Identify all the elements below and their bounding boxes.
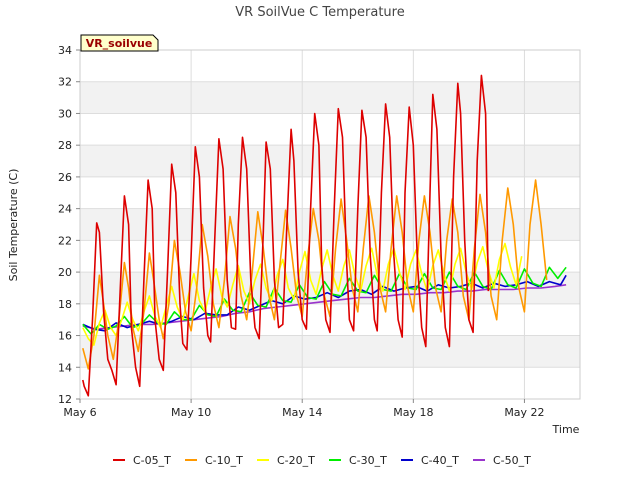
- plot-band: [80, 145, 580, 177]
- y-tick-label: 30: [58, 107, 72, 120]
- legend-label-c-30-t: C-30_T: [349, 454, 387, 467]
- legend-label-c-20-t: C-20_T: [277, 454, 315, 467]
- legend-label-c-40-t: C-40_T: [421, 454, 459, 467]
- series-line-c-30-t: [82, 266, 567, 335]
- x-tick-label: May 18: [393, 406, 433, 419]
- x-tick-label: May 22: [504, 406, 544, 419]
- chart-title: VR SoilVue C Temperature: [235, 5, 404, 20]
- x-tick-label: May 14: [282, 406, 322, 419]
- plot-area: [79, 49, 581, 400]
- annotation-frame: [80, 34, 159, 52]
- annotation-label: VR_soilvue: [86, 37, 153, 50]
- plot-band: [80, 335, 580, 368]
- y-tick-label: 26: [58, 171, 72, 184]
- x-tick-label: May 6: [63, 406, 96, 419]
- y-tick-label: 34: [58, 44, 72, 57]
- y-tick-label: 20: [58, 266, 72, 279]
- y-tick-label: 32: [58, 76, 72, 89]
- annotation-box: VR_soilvue: [80, 34, 159, 52]
- series-layer: [82, 74, 567, 397]
- plot-band: [80, 208, 580, 241]
- x-axis: May 6 May 10 May 14 May 18 May 22: [63, 399, 545, 419]
- legend-label-c-05-t: C-05_T: [133, 454, 171, 467]
- y-tick-label: 12: [58, 393, 72, 406]
- x-axis-label: Time: [552, 423, 580, 436]
- y-tick-label: 24: [58, 203, 72, 216]
- plot-bands: [80, 81, 580, 368]
- legend-label-c-10-t: C-10_T: [205, 454, 243, 467]
- series-line-c-05-t: [82, 74, 490, 397]
- plot-band: [80, 81, 580, 114]
- y-tick-label: 14: [58, 361, 72, 374]
- legend: C-05_T C-10_T C-20_T C-30_T C-40_T C-50_T: [113, 454, 531, 467]
- legend-label-c-50-t: C-50_T: [493, 454, 531, 467]
- y-tick-label: 22: [58, 234, 72, 247]
- series-line-c-20-t: [82, 242, 523, 346]
- y-tick-label: 16: [58, 330, 72, 343]
- y-tick-label: 28: [58, 139, 72, 152]
- y-axis-label: Soil Temperature (C): [7, 169, 20, 282]
- y-axis: 12 14 16 18 20 22 24 26 28 30 32 34: [58, 44, 80, 406]
- y-tick-label: 18: [58, 298, 72, 311]
- x-tick-label: May 10: [171, 406, 211, 419]
